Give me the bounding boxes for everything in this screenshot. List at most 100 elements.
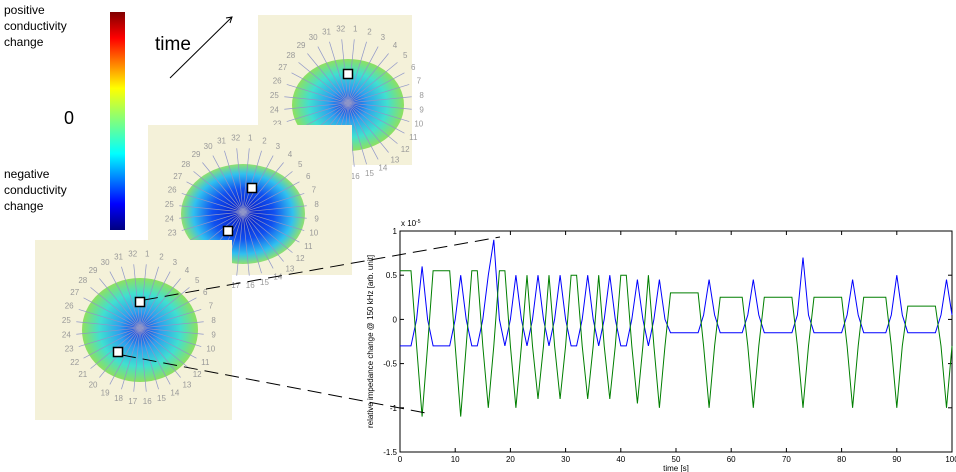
- x-tick-label: 80: [837, 455, 846, 464]
- time-arrowhead: [225, 16, 233, 24]
- label-line: negative: [4, 167, 50, 181]
- colorbar: positive conductivity change 0 negative …: [4, 3, 125, 230]
- electrode-line: [242, 211, 300, 243]
- electrode-label: 12: [401, 145, 410, 154]
- electrode-line: [242, 193, 305, 213]
- electrode-line: [139, 278, 181, 329]
- electrode-line: [298, 62, 349, 104]
- electrode-label: 26: [65, 302, 74, 311]
- electrode-label: 4: [288, 150, 293, 159]
- electrode-label: 9: [211, 330, 216, 339]
- electrode-label: 29: [297, 41, 306, 50]
- time-label: time: [155, 34, 191, 55]
- time-arrow: [169, 16, 233, 79]
- electrode-label: 12: [193, 370, 202, 379]
- label-line: conductivity: [4, 183, 67, 197]
- electrode-label: 2: [159, 252, 164, 261]
- electrode-label: 15: [365, 169, 374, 178]
- y-axis-label: relative impedance change @ 150 kHz [arb…: [366, 255, 375, 428]
- x-tick-label: 50: [672, 455, 681, 464]
- connector: [143, 236, 501, 301]
- electrode-label: 31: [322, 27, 331, 36]
- electrode-line: [286, 102, 349, 122]
- x-tick-label: 40: [616, 455, 625, 464]
- electrode-label: 9: [419, 105, 424, 114]
- electrode-line: [317, 46, 349, 104]
- series-line: [400, 270, 953, 417]
- electrode-line: [139, 327, 202, 347]
- electrode-label: 28: [78, 276, 87, 285]
- electrode-line: [139, 321, 204, 329]
- electrode-line: [347, 53, 389, 104]
- electrode-label: 1: [248, 133, 253, 142]
- electrode-label: 8: [419, 91, 424, 100]
- electrode-line: [76, 327, 141, 335]
- electrode-label: 23: [273, 120, 282, 129]
- roi-marker: [342, 68, 354, 80]
- electrode-label: 24: [270, 105, 279, 114]
- electrode-label: 17: [231, 281, 240, 290]
- electrode-label: 32: [231, 133, 240, 142]
- colorbar-zero-label: 0: [64, 108, 74, 128]
- electrode-label: 12: [296, 254, 305, 263]
- electrode-label: 20: [89, 380, 98, 389]
- electrode-line: [139, 327, 147, 392]
- electrode-line: [202, 162, 244, 213]
- y-tick-label: 1: [393, 227, 398, 236]
- electrode-label: 3: [173, 258, 178, 267]
- electrode-line: [139, 266, 159, 329]
- electrode-label: 5: [195, 276, 200, 285]
- electrode-line: [139, 287, 190, 329]
- electrode-line: [179, 211, 244, 219]
- electrode-line: [347, 46, 379, 104]
- y-tick-label: -1.5: [383, 448, 397, 457]
- electrode-label: 16: [246, 281, 255, 290]
- electrode-label: 4: [393, 41, 398, 50]
- series-line: [400, 239, 953, 347]
- electrode-label: 11: [201, 358, 210, 367]
- electrode-label: 24: [62, 330, 71, 339]
- electrode-line: [139, 309, 202, 329]
- electrode-line: [83, 297, 141, 329]
- electrode-label: 32: [128, 249, 137, 258]
- electrode-label: 31: [217, 136, 226, 145]
- electrode-line: [347, 102, 410, 122]
- electrode-label: 4: [185, 266, 190, 275]
- electrode-line: [212, 155, 244, 213]
- roi-marker: [246, 182, 258, 194]
- label-line: change: [4, 199, 44, 213]
- electrode-label: 14: [378, 163, 387, 172]
- electrode-label: 32: [336, 24, 345, 33]
- electrode-line: [179, 205, 244, 213]
- electrode-line: [242, 211, 274, 269]
- x-tick-label: 70: [782, 455, 791, 464]
- electrode-label: 18: [114, 394, 123, 403]
- electrode-label: 10: [206, 345, 215, 354]
- electrode-label: 30: [101, 258, 110, 267]
- electrode-label: 8: [314, 200, 319, 209]
- colorbar-scale: [110, 12, 125, 230]
- electrode-label: 24: [165, 214, 174, 223]
- y-tick-label: 0: [393, 315, 398, 324]
- electrode-line: [242, 211, 250, 276]
- label-line: change: [4, 35, 44, 49]
- electrode-line: [242, 211, 293, 253]
- label-line: conductivity: [4, 19, 67, 33]
- electrode-line: [133, 264, 141, 329]
- electrode-line: [139, 327, 181, 378]
- electrode-line: [347, 84, 410, 104]
- roi-marker: [222, 225, 234, 237]
- electrode-line: [347, 102, 398, 144]
- electrode-label: 29: [89, 266, 98, 275]
- electrode-label: 25: [62, 316, 71, 325]
- electrode-label: 16: [143, 397, 152, 406]
- label-line: positive: [4, 3, 45, 17]
- electrode-line: [139, 327, 197, 359]
- electrode-line: [347, 102, 412, 110]
- electrode-line: [347, 102, 389, 153]
- electrode-line: [347, 102, 379, 160]
- electrode-label: 2: [367, 27, 372, 36]
- electrode-label: 28: [286, 51, 295, 60]
- electrode-label: 13: [390, 155, 399, 164]
- electrode-line: [284, 102, 349, 110]
